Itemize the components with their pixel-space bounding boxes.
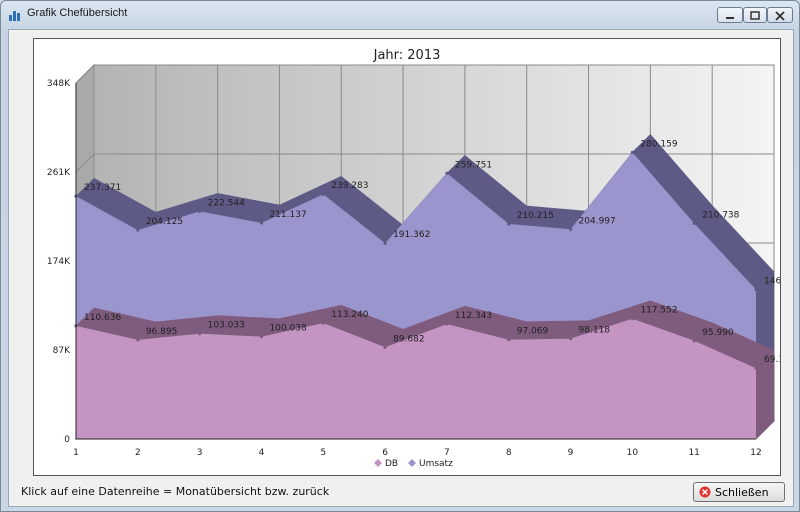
data-point-umsatz[interactable] bbox=[507, 222, 511, 226]
data-point-umsatz[interactable] bbox=[445, 171, 449, 175]
gridline-side bbox=[75, 64, 95, 84]
close-icon bbox=[775, 11, 785, 21]
data-label-umsatz: 239.283 bbox=[331, 181, 368, 191]
close-window-button[interactable] bbox=[767, 7, 793, 23]
data-label-db: 112.343 bbox=[455, 311, 492, 321]
data-label-umsatz: 280.159 bbox=[640, 139, 677, 149]
data-label-db: 100.038 bbox=[269, 324, 306, 334]
data-point-db[interactable] bbox=[754, 366, 758, 370]
x-tick-label: 4 bbox=[259, 448, 265, 458]
maximize-button[interactable] bbox=[743, 7, 767, 23]
data-point-umsatz[interactable] bbox=[259, 221, 264, 225]
close-button[interactable]: Schließen bbox=[693, 482, 785, 502]
x-tick-label: 7 bbox=[444, 448, 450, 458]
data-label-db: 96.895 bbox=[146, 327, 178, 337]
data-point-umsatz[interactable] bbox=[321, 192, 325, 196]
close-button-label: Schließen bbox=[715, 486, 769, 499]
data-label-db: 95.990 bbox=[702, 328, 734, 338]
data-label-umsatz: 204.125 bbox=[146, 217, 183, 227]
data-label-umsatz: 237.371 bbox=[84, 183, 121, 193]
data-label-umsatz: 146.026 bbox=[764, 277, 780, 287]
x-tick-label: 1 bbox=[73, 448, 79, 458]
data-label-umsatz: 204.997 bbox=[579, 216, 616, 226]
minimize-icon bbox=[726, 17, 734, 19]
x-tick-label: 12 bbox=[750, 448, 761, 458]
x-tick-label: 8 bbox=[506, 448, 512, 458]
window-title: Grafik Chefübersicht bbox=[27, 7, 128, 19]
maximize-icon bbox=[750, 11, 760, 20]
legend-marker-db bbox=[374, 459, 382, 467]
x-tick-label: 2 bbox=[135, 448, 141, 458]
bar-chart-icon bbox=[9, 11, 20, 21]
legend-label-umsatz: Umsatz bbox=[419, 459, 453, 469]
x-tick-label: 10 bbox=[627, 448, 639, 458]
data-point-db[interactable] bbox=[445, 322, 449, 326]
data-label-db: 110.636 bbox=[84, 313, 121, 323]
legend-label-db: DB bbox=[385, 459, 398, 469]
y-tick-label: 174K bbox=[47, 257, 71, 267]
data-point-umsatz[interactable] bbox=[692, 221, 696, 226]
data-label-umsatz: 259.751 bbox=[455, 160, 492, 170]
data-label-umsatz: 210.738 bbox=[702, 210, 739, 220]
data-label-db: 97.069 bbox=[517, 327, 549, 337]
data-label-db: 89.682 bbox=[393, 334, 425, 344]
x-tick-label: 6 bbox=[382, 448, 388, 458]
minimize-button[interactable] bbox=[717, 7, 743, 23]
data-point-umsatz[interactable] bbox=[383, 241, 387, 245]
data-label-umsatz: 211.137 bbox=[269, 210, 306, 220]
data-label-db: 113.240 bbox=[331, 310, 368, 320]
data-point-umsatz[interactable] bbox=[198, 209, 202, 213]
data-point-db[interactable] bbox=[568, 337, 573, 341]
client-area: Jahr: 2013 237.371 204.125 222.544 211.137 2… bbox=[8, 29, 794, 507]
data-point-db[interactable] bbox=[198, 331, 202, 336]
data-label-db: 117.552 bbox=[640, 306, 677, 316]
legend-marker-umsatz bbox=[408, 459, 416, 467]
data-point-db[interactable] bbox=[321, 321, 325, 325]
y-tick-label: 261K bbox=[47, 168, 71, 178]
data-point-umsatz[interactable] bbox=[136, 228, 140, 232]
close-circle-icon bbox=[699, 486, 711, 498]
data-point-db[interactable] bbox=[692, 339, 696, 343]
y-tick-label: 0 bbox=[64, 435, 70, 445]
x-tick-label: 11 bbox=[688, 448, 699, 458]
title-bar[interactable]: Grafik Chefübersicht bbox=[1, 1, 799, 29]
y-tick-label: 87K bbox=[53, 346, 71, 356]
data-point-db[interactable] bbox=[383, 345, 387, 349]
data-label-db: 98.118 bbox=[579, 326, 611, 336]
chart-title: Jahr: 2013 bbox=[373, 48, 441, 63]
data-point-db[interactable] bbox=[259, 335, 264, 339]
data-point-db[interactable] bbox=[507, 338, 511, 342]
data-label-umsatz: 222.544 bbox=[208, 198, 245, 208]
status-text: Klick auf eine Datenreihe = Monatübersic… bbox=[21, 485, 330, 498]
data-label-db: 103.033 bbox=[208, 321, 245, 331]
y-tick-label: 348K bbox=[47, 79, 71, 89]
x-tick-label: 5 bbox=[320, 448, 326, 458]
data-label-db: 69.175 bbox=[764, 355, 780, 365]
data-label-umsatz: 191.362 bbox=[393, 230, 430, 240]
data-point-umsatz[interactable] bbox=[630, 150, 634, 155]
data-point-umsatz[interactable] bbox=[754, 288, 758, 292]
x-tick-label: 3 bbox=[197, 448, 203, 458]
area-front-db[interactable] bbox=[76, 318, 756, 439]
chart-panel: Jahr: 2013 237.371 204.125 222.544 211.137 2… bbox=[33, 38, 781, 476]
x-tick-label: 9 bbox=[568, 448, 574, 458]
data-point-db[interactable] bbox=[136, 338, 140, 342]
data-label-umsatz: 210.215 bbox=[517, 211, 554, 221]
data-point-db[interactable] bbox=[630, 317, 634, 321]
data-point-umsatz[interactable] bbox=[568, 227, 573, 231]
area-chart[interactable]: 237.371 204.125 222.544 211.137 239.283 191.3… bbox=[34, 39, 780, 475]
gridline-side bbox=[75, 153, 95, 173]
